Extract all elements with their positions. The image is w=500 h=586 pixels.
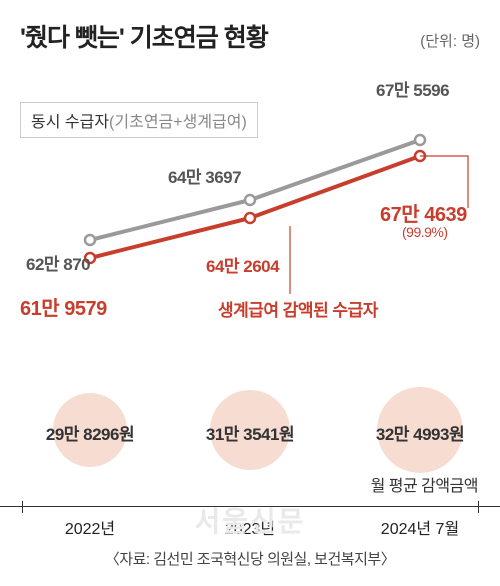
red-value-1: 64만 2604 (206, 252, 279, 277)
amount-label: 32만 4993원 (360, 420, 480, 445)
avg-label: 월 평균 감액금액 (371, 472, 478, 496)
line-chart: 동시 수급자(기초연금+생계급여) 62만 870 64만 3697 67만 5… (0, 60, 500, 360)
red-pct: (99.9%) (402, 224, 448, 240)
source-line: 〈자료: 김선민 조국혁신당 의원실, 보건복지부〉 (0, 546, 500, 569)
legend-box: 동시 수급자(기초연금+생계급여) (20, 102, 258, 138)
year-label: 2022년 (40, 515, 140, 539)
gray-value-2: 67만 5596 (376, 76, 449, 101)
gray-value-1: 64만 3697 (168, 163, 241, 188)
year-label: 2023년 (200, 515, 300, 539)
amount-label: 29만 8296원 (30, 420, 150, 445)
circles-row: 월 평균 감액금액 29만 8296원 31만 3541원 32만 4993원 (0, 360, 500, 500)
header: '줬다 뺏는' 기초연금 현황 (단위: 명) (0, 0, 500, 60)
year-label: 2024년 7월 (370, 515, 470, 539)
axis-tick (22, 501, 23, 513)
red-value-0: 61만 9579 (20, 292, 107, 321)
unit-label: (단위: 명) (420, 30, 480, 51)
axis-tick (478, 501, 479, 513)
red-value-2: 67만 4639 (380, 198, 467, 227)
legend-detail: (기초연금+생계급여) (109, 114, 247, 131)
amount-label: 31만 3541원 (190, 420, 310, 445)
legend-label: 동시 수급자 (31, 114, 109, 131)
red-series-name: 생계급여 감액된 수급자 (218, 296, 378, 321)
gray-value-0: 62만 870 (26, 250, 90, 275)
chart-title: '줬다 뺏는' 기초연금 현황 (20, 18, 268, 54)
x-axis: 2022년 2023년 2024년 7월 (0, 506, 500, 546)
